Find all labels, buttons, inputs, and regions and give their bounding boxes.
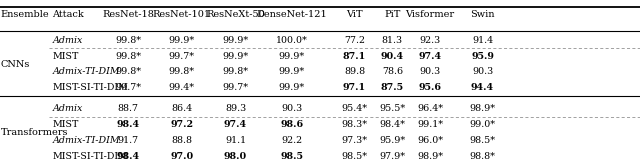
Text: 88.7: 88.7	[118, 104, 138, 113]
Text: 98.4: 98.4	[116, 120, 140, 129]
Text: 99.9*: 99.9*	[278, 67, 305, 76]
Text: 97.4: 97.4	[224, 120, 247, 129]
Text: 90.4: 90.4	[381, 52, 404, 61]
Text: 92.3: 92.3	[419, 36, 441, 45]
Text: 98.8*: 98.8*	[470, 152, 495, 161]
Text: 78.6: 78.6	[381, 67, 403, 76]
Text: 95.4*: 95.4*	[342, 104, 367, 113]
Text: 97.9*: 97.9*	[380, 152, 405, 161]
Text: 99.4*: 99.4*	[169, 83, 195, 92]
Text: 99.9*: 99.9*	[222, 36, 249, 45]
Text: 99.9*: 99.9*	[278, 52, 305, 61]
Text: Ensemble: Ensemble	[1, 10, 49, 19]
Text: 99.0*: 99.0*	[470, 120, 495, 129]
Text: 87.1: 87.1	[343, 52, 366, 61]
Text: 89.3: 89.3	[225, 104, 246, 113]
Text: 97.0: 97.0	[170, 152, 193, 161]
Text: 95.9: 95.9	[471, 52, 494, 61]
Text: 98.9*: 98.9*	[470, 104, 495, 113]
Text: 99.9*: 99.9*	[168, 36, 195, 45]
Text: 81.3: 81.3	[381, 36, 403, 45]
Text: ResNet-18: ResNet-18	[102, 10, 154, 19]
Text: 97.2: 97.2	[170, 120, 193, 129]
Text: 91.4: 91.4	[472, 36, 493, 45]
Text: 95.9*: 95.9*	[379, 136, 406, 145]
Text: 98.0: 98.0	[224, 152, 247, 161]
Text: 90.3: 90.3	[281, 104, 303, 113]
Text: 98.5*: 98.5*	[470, 136, 495, 145]
Text: Swin: Swin	[470, 10, 495, 19]
Text: 98.3*: 98.3*	[342, 120, 367, 129]
Text: CNNs: CNNs	[1, 60, 30, 69]
Text: 99.8*: 99.8*	[115, 36, 141, 45]
Text: 94.4: 94.4	[471, 83, 494, 92]
Text: 98.5*: 98.5*	[342, 152, 367, 161]
Text: 86.4: 86.4	[171, 104, 193, 113]
Text: Admix: Admix	[52, 36, 83, 45]
Text: PiT: PiT	[384, 10, 401, 19]
Text: 96.0*: 96.0*	[417, 136, 443, 145]
Text: 89.8: 89.8	[344, 67, 365, 76]
Text: Admix: Admix	[52, 104, 83, 113]
Text: 98.5: 98.5	[280, 152, 303, 161]
Text: MIST-SI-TI-DIM: MIST-SI-TI-DIM	[52, 83, 129, 92]
Text: MIST: MIST	[52, 52, 79, 61]
Text: 99.8*: 99.8*	[115, 52, 141, 61]
Text: ViT: ViT	[346, 10, 363, 19]
Text: 97.4: 97.4	[419, 52, 442, 61]
Text: 98.4*: 98.4*	[380, 120, 405, 129]
Text: Admix-TI-DIM: Admix-TI-DIM	[52, 67, 120, 76]
Text: Visformer: Visformer	[406, 10, 454, 19]
Text: 97.3*: 97.3*	[342, 136, 367, 145]
Text: 88.8: 88.8	[172, 136, 192, 145]
Text: MIST-SI-TI-DIM: MIST-SI-TI-DIM	[52, 152, 129, 161]
Text: Attack: Attack	[52, 10, 84, 19]
Text: 98.4: 98.4	[116, 152, 140, 161]
Text: 91.7: 91.7	[117, 136, 139, 145]
Text: MIST: MIST	[52, 120, 79, 129]
Text: ResNeXt-50: ResNeXt-50	[206, 10, 265, 19]
Text: 95.5*: 95.5*	[379, 104, 406, 113]
Text: 99.7*: 99.7*	[169, 52, 195, 61]
Text: 96.4*: 96.4*	[417, 104, 443, 113]
Text: 99.9*: 99.9*	[278, 83, 305, 92]
Text: 99.8*: 99.8*	[115, 67, 141, 76]
Text: Transformers: Transformers	[1, 128, 68, 137]
Text: 99.1*: 99.1*	[417, 120, 443, 129]
Text: 90.3: 90.3	[472, 67, 493, 76]
Text: 99.9*: 99.9*	[222, 52, 249, 61]
Text: 100.0*: 100.0*	[276, 36, 308, 45]
Text: 99.8*: 99.8*	[223, 67, 248, 76]
Text: 90.3: 90.3	[419, 67, 441, 76]
Text: 87.5: 87.5	[381, 83, 404, 92]
Text: 98.6: 98.6	[280, 120, 303, 129]
Text: 99.7*: 99.7*	[223, 83, 248, 92]
Text: 91.1: 91.1	[225, 136, 246, 145]
Text: Admix-TI-DIM: Admix-TI-DIM	[52, 136, 120, 145]
Text: 97.1: 97.1	[343, 83, 366, 92]
Text: 99.8*: 99.8*	[169, 67, 195, 76]
Text: 95.6: 95.6	[419, 83, 442, 92]
Text: 77.2: 77.2	[344, 36, 365, 45]
Text: 98.9*: 98.9*	[417, 152, 443, 161]
Text: 92.2: 92.2	[281, 136, 303, 145]
Text: DenseNet-121: DenseNet-121	[257, 10, 327, 19]
Text: 99.7*: 99.7*	[115, 83, 141, 92]
Text: ResNet-101: ResNet-101	[153, 10, 211, 19]
